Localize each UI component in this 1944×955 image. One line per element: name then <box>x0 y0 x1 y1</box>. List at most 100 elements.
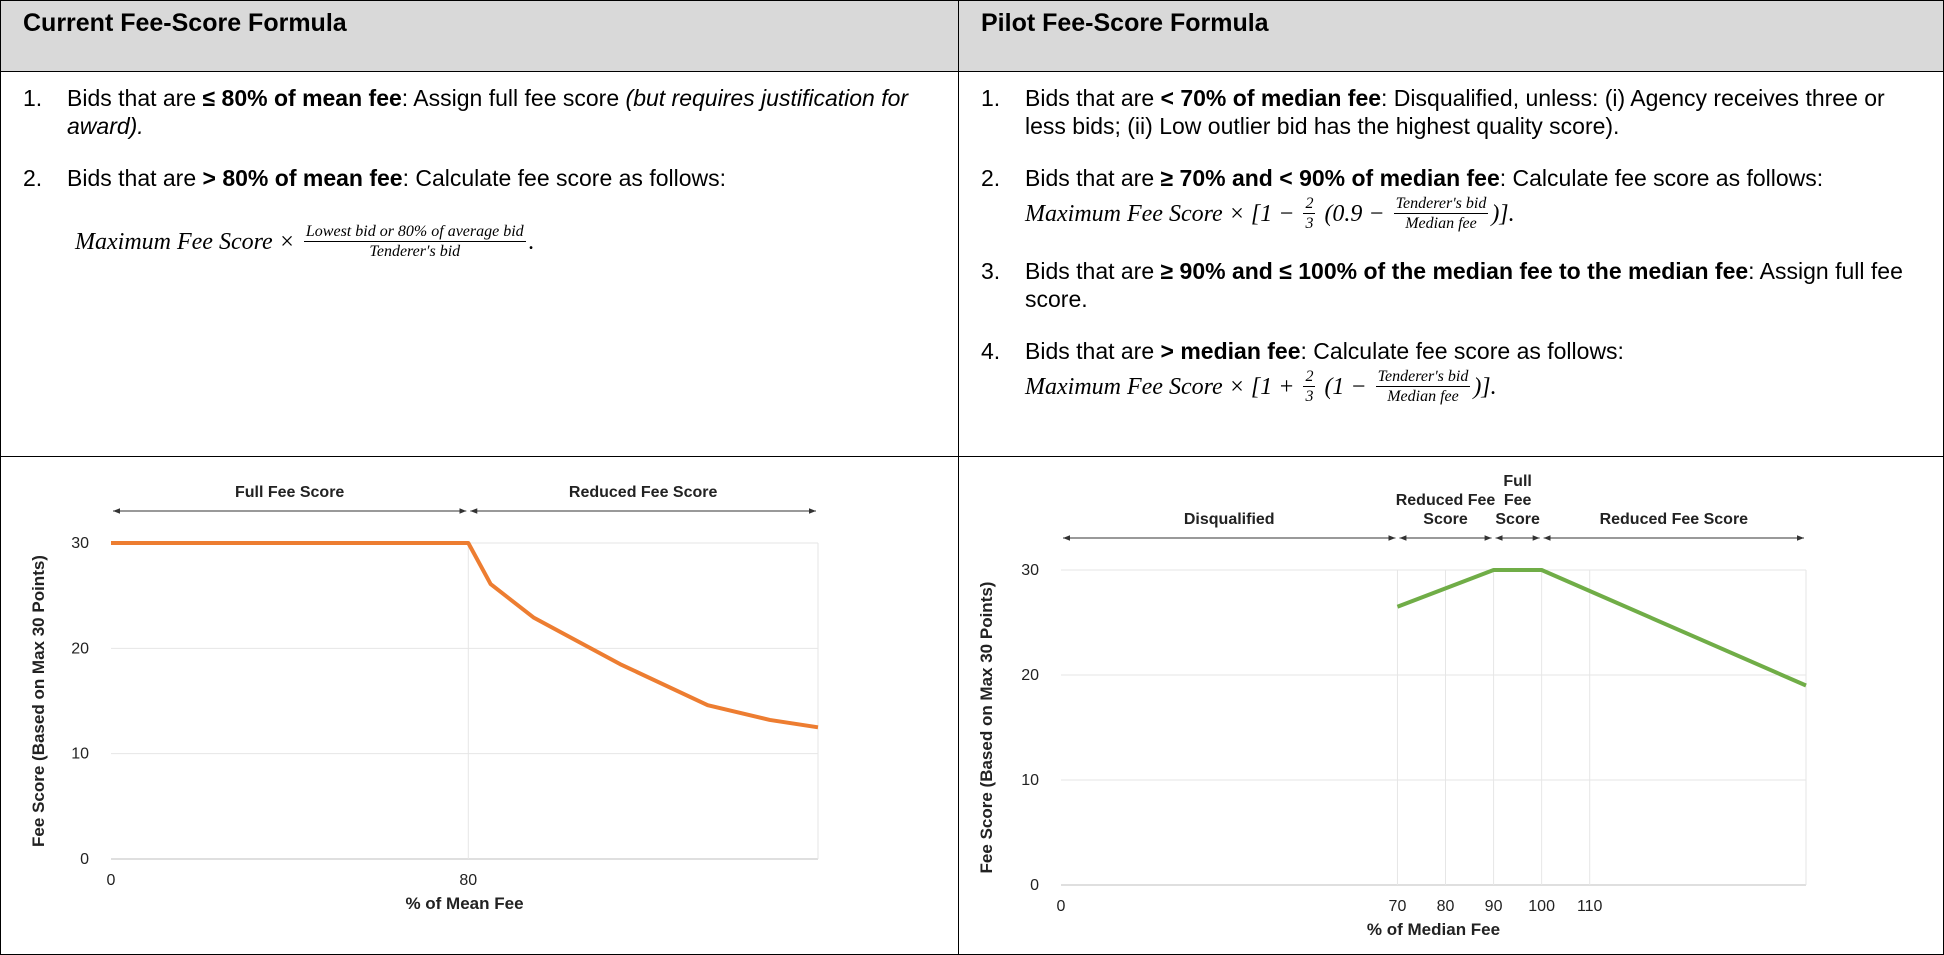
list-item: 3. Bids that are ≥ 90% and ≤ 100% of the … <box>981 257 1929 313</box>
formula-text: )]. <box>1473 373 1497 400</box>
y-axis-label: Fee Score (Based on Max 30 Points) <box>977 582 996 874</box>
text-run: : Calculate fee score as follows: <box>402 165 727 191</box>
formula-text: × [1 − <box>1222 200 1301 227</box>
formula: Maximum Fee Score × Lowest bid or 80% of… <box>75 222 726 261</box>
list-marker: 1. <box>23 85 43 111</box>
text-run: Bids that are <box>1025 165 1161 191</box>
annotation: Fee <box>1504 492 1532 509</box>
annotation: Reduced Fee Score <box>1600 511 1749 528</box>
item-text: Bids that are ≥ 90% and ≤ 100% of the me… <box>1025 257 1929 313</box>
text-run: : Assign full fee score. <box>1025 258 1903 312</box>
item-text: Bids that are ≤ 80% of mean fee: Assign … <box>67 84 944 140</box>
list-marker: 4. <box>981 338 1001 364</box>
text-run: Bids that are <box>1025 258 1161 284</box>
numerator: 2 <box>1303 368 1316 387</box>
header-cell: Current Fee-Score Formula <box>0 0 959 72</box>
fraction: Tendererʹs bid Median fee <box>1393 194 1489 233</box>
formula-text: (0.9 − <box>1318 200 1391 227</box>
text-run: ≤ 80% of mean fee <box>202 85 402 111</box>
text-run: > 80% of mean fee <box>202 165 403 191</box>
x-tick-label: 0 <box>1057 898 1066 915</box>
item-content: Bids that are > 80% of mean fee: Calcula… <box>67 164 726 261</box>
numerator: Lowest bid or 80% of average bid <box>303 223 526 242</box>
annotation: Score <box>1423 511 1468 528</box>
text-run: : Disqualified, unless: (i) Agency recei… <box>1025 85 1885 139</box>
formula-text: )]. <box>1491 200 1515 227</box>
formula-text: × <box>272 228 301 255</box>
chart-cell: 0 10 20 30 0 80 % of Mean Fee Fee Score (Based … <box>0 456 959 955</box>
annotation: Score <box>1495 511 1540 528</box>
formula-text: Maximum Fee Score <box>75 228 273 255</box>
formula-text: . <box>528 228 535 255</box>
formula-text: × [1 + <box>1222 373 1301 400</box>
item-content: Bids that are ≥ 70% and < 90% of median … <box>1025 164 1823 233</box>
x-axis-label: % of Median Fee <box>1367 920 1500 939</box>
denominator: Median fee <box>1405 215 1477 232</box>
text-run: < 70% of median fee <box>1160 85 1382 111</box>
text-run: Bids that are <box>67 165 203 191</box>
numerator: Tendererʹs bid <box>1393 195 1489 214</box>
item-content: Bids that are ≥ 90% and ≤ 100% of the me… <box>1025 257 1929 313</box>
formula-text: (1 − <box>1318 373 1373 400</box>
formula-cell: 1. Bids that are < 70% of median fee: Dis… <box>958 71 1944 457</box>
annotation: Reduced Fee Score <box>569 484 718 501</box>
chart: 0 10 20 30 0 80 % of Mean Fee Fee Score (Based … <box>29 484 819 913</box>
item-content: Bids that are < 70% of median fee: Disqu… <box>1025 84 1929 140</box>
numerator: Tendererʹs bid <box>1375 368 1471 387</box>
text-run: (but requires justification for award). <box>67 85 909 139</box>
chart: 0 10 20 30 0 70 80 90 100 110 % of Median Fee Fee S… <box>977 473 1807 939</box>
text-run: ≥ 90% and ≤ 100% of the median fee to th… <box>1160 258 1749 284</box>
item-text: Bids that are > 80% of mean fee: Calcula… <box>67 164 726 192</box>
y-axis-label: Fee Score (Based on Max 30 Points) <box>29 555 48 847</box>
fraction: Lowest bid or 80% of average bid Tenderer… <box>303 222 526 261</box>
text-run: Bids that are <box>67 85 203 111</box>
text-run: : Assign full fee score <box>401 85 626 111</box>
x-tick-label: 0 <box>107 872 116 889</box>
text-run: : Calculate fee score as follows: <box>1499 165 1824 191</box>
list-marker: 1. <box>981 85 1001 111</box>
header: Pilot Fee-Score Formula <box>981 9 1269 37</box>
item-content: Bids that are > median fee: Calculate fe… <box>1025 337 1624 406</box>
x-tick-label: 70 <box>1389 898 1407 915</box>
text-run: Bids that are <box>1025 85 1161 111</box>
list-marker: 3. <box>981 258 1001 284</box>
annotation: Full <box>1503 473 1531 490</box>
denominator: 3 <box>1305 388 1314 405</box>
item-text: Bids that are > median fee: Calculate fe… <box>1025 337 1624 365</box>
y-tick-label: 20 <box>71 640 89 657</box>
x-tick-label: 80 <box>1437 898 1455 915</box>
list-item: 2. Bids that are > 80% of mean fee: Calcu… <box>23 164 944 261</box>
x-axis-label: % of Mean Fee <box>405 894 523 913</box>
text-run: ≥ 70% and < 90% of median fee <box>1160 165 1500 191</box>
list-item: 1. Bids that are < 70% of median fee: Dis… <box>981 84 1929 140</box>
formula-cell: 1. Bids that are ≤ 80% of mean fee: Assig… <box>0 71 959 457</box>
chart-cell: 0 10 20 30 0 70 80 90 100 110 % of Median Fee Fee S… <box>958 456 1944 955</box>
item-text: Bids that are ≥ 70% and < 90% of median … <box>1025 164 1823 192</box>
series-line <box>111 541 819 730</box>
y-tick-label: 30 <box>1021 562 1039 579</box>
denominator: 3 <box>1305 215 1314 232</box>
y-tick-label: 10 <box>1021 772 1039 789</box>
x-tick-label: 80 <box>459 872 477 889</box>
numerator: 2 <box>1303 195 1316 214</box>
fraction: Tendererʹs bid Median fee <box>1375 367 1471 406</box>
x-tick-label: 110 <box>1577 898 1603 915</box>
formula-text: Maximum Fee Score <box>1025 200 1223 227</box>
item-text: Bids that are < 70% of median fee: Disqu… <box>1025 84 1929 140</box>
annotation: Disqualified <box>1184 511 1275 528</box>
list-item: 2. Bids that are ≥ 70% and < 90% of media… <box>981 164 1929 233</box>
header-cell: Pilot Fee-Score Formula <box>958 0 1944 72</box>
x-tick-label: 100 <box>1528 898 1555 915</box>
text-run: > median fee <box>1160 338 1301 364</box>
list-item: 4. Bids that are > median fee: Calculate … <box>981 337 1929 406</box>
annotation: Reduced Fee <box>1396 492 1496 509</box>
y-tick-label: 0 <box>80 851 89 868</box>
denominator: Tenderer′s bid <box>369 243 461 260</box>
list-marker: 2. <box>23 165 43 191</box>
text-run: Bids that are <box>1025 338 1161 364</box>
